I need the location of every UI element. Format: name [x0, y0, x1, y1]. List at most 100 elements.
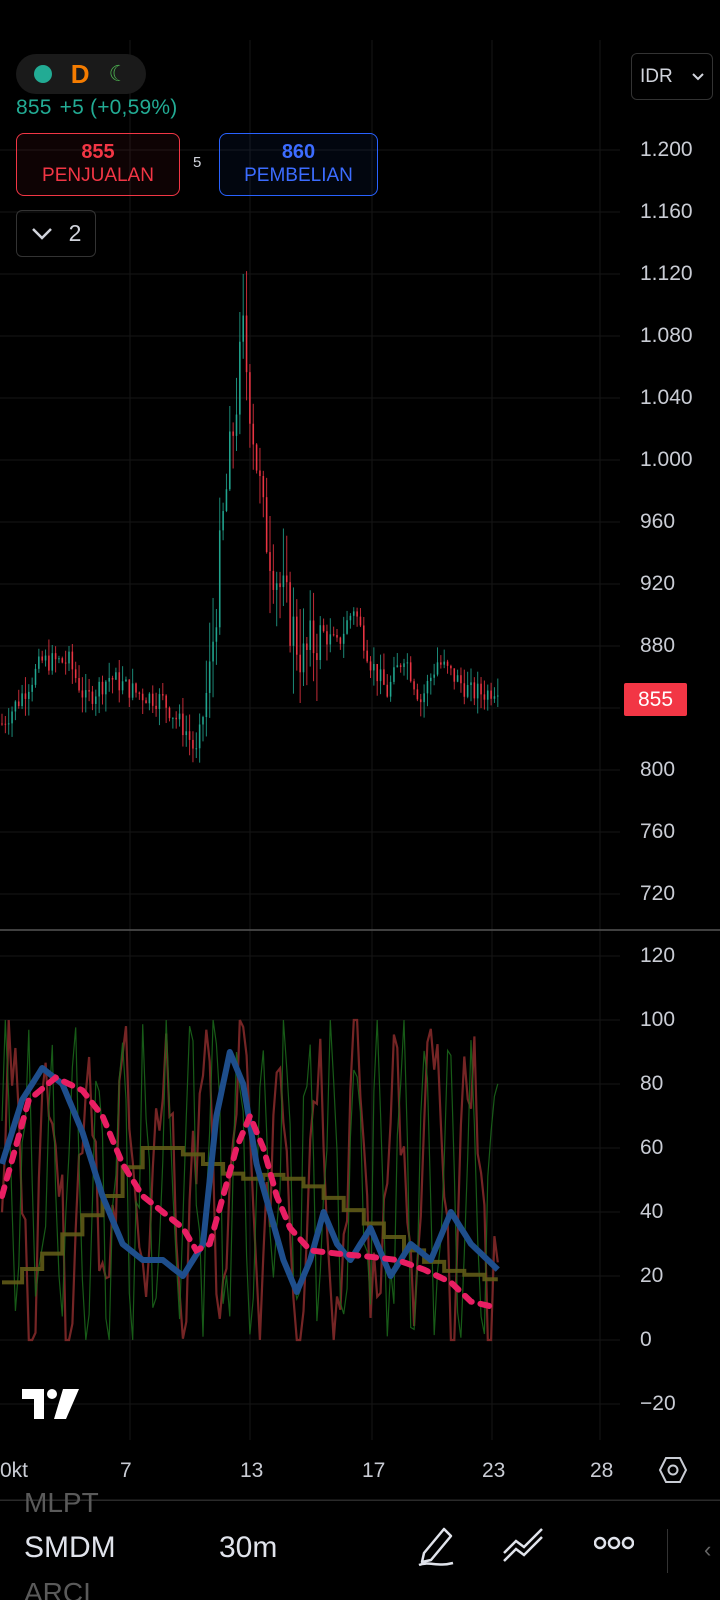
buy-button[interactable]: 860 PEMBELIAN [219, 133, 378, 196]
prev-symbol[interactable]: MLPT [24, 1487, 99, 1518]
candle-body [363, 625, 365, 651]
market-status-pill[interactable]: D ☾ [16, 54, 146, 94]
candle-body [490, 690, 492, 699]
candle-body [319, 625, 322, 661]
candle [24, 677, 27, 716]
candle [352, 607, 355, 625]
candle-body [28, 691, 30, 699]
price-axis-label: 920 [640, 572, 676, 595]
candle [285, 535, 288, 603]
price-axis-label: 800 [640, 758, 676, 781]
candle-body [359, 616, 362, 626]
candle [135, 682, 137, 698]
candle-body [259, 470, 261, 477]
candle-body [473, 682, 476, 699]
bottom-toolbar: MLPT SMDM ARCI 30m ‹ [0, 1487, 720, 1600]
chevron-left-icon[interactable]: ‹ [704, 1537, 712, 1562]
candle-body [279, 583, 281, 588]
candle [316, 633, 318, 701]
candle [51, 644, 54, 675]
candle [34, 663, 37, 688]
more-options-icon[interactable] [594, 1535, 634, 1551]
time-axis-label: 23 [482, 1459, 506, 1482]
candle [296, 599, 298, 671]
candle-body [342, 633, 345, 644]
candle [192, 731, 194, 763]
candle-body [413, 681, 415, 690]
candle [386, 674, 389, 698]
candle-body [115, 672, 117, 680]
next-symbol[interactable]: ARCI [24, 1577, 91, 1600]
drawing-tools-icon[interactable] [416, 1523, 456, 1567]
tradingview-logo [22, 1389, 79, 1419]
candle [218, 497, 221, 635]
candle-body [453, 668, 456, 682]
candle-body [440, 662, 442, 665]
candle [436, 647, 439, 677]
candle [195, 732, 198, 759]
candle [185, 715, 188, 747]
candle [309, 590, 311, 667]
oscillator-axis-label: 0 [640, 1328, 652, 1351]
candle-body [493, 696, 496, 699]
candle [158, 688, 161, 726]
candle-body [255, 444, 258, 471]
candle-body [483, 694, 486, 700]
candle [393, 656, 395, 685]
candle-body [336, 635, 338, 638]
candle [396, 653, 399, 668]
indicators-toggle-button[interactable]: 2 [16, 210, 96, 257]
candle [473, 677, 476, 706]
candle-body [4, 723, 7, 725]
candle-body [446, 661, 449, 666]
candle [476, 671, 479, 714]
candle [399, 663, 402, 673]
candle [289, 571, 291, 653]
price-axis-label: 1.000 [640, 448, 693, 471]
candle-body [158, 694, 161, 709]
currency-select[interactable]: IDR [631, 53, 713, 100]
settings-icon[interactable] [658, 1455, 688, 1485]
indicators-icon[interactable] [502, 1523, 546, 1563]
candle [312, 592, 315, 682]
candle [38, 648, 40, 673]
candle-body [17, 701, 20, 706]
candle-body [212, 641, 214, 662]
candle [409, 656, 412, 683]
candle-body [386, 684, 389, 697]
candle-body [486, 690, 489, 700]
price-chart[interactable] [0, 0, 720, 1500]
candle-body [329, 634, 332, 645]
candle-body [322, 625, 325, 632]
candle [336, 629, 338, 642]
candle-body [48, 655, 50, 671]
candle-body [326, 631, 328, 645]
oscillator-axis-label: 100 [640, 1008, 676, 1031]
candle-body [242, 315, 244, 342]
candle [4, 716, 7, 734]
sell-label: PENJUALAN [42, 165, 154, 186]
candle [239, 312, 241, 435]
candle [299, 609, 301, 704]
candle-body [393, 667, 395, 682]
candle-body [172, 717, 174, 719]
interval-selector[interactable]: 30m [219, 1531, 278, 1564]
candle-body [192, 739, 194, 749]
candle [366, 639, 368, 664]
candle [389, 675, 392, 702]
candle-body [74, 669, 77, 679]
candle [118, 660, 121, 703]
candle [329, 618, 332, 653]
candle-body [205, 692, 208, 718]
symbol-selector[interactable]: SMDM [24, 1531, 116, 1564]
candle-body [41, 656, 43, 661]
candle-body [383, 669, 385, 685]
candle [168, 706, 171, 722]
candle [419, 693, 422, 717]
candle-body [466, 685, 469, 697]
sell-button[interactable]: 855 PENJUALAN [16, 133, 180, 196]
candle-body [399, 665, 402, 668]
candle-body [265, 497, 268, 553]
candle [155, 692, 157, 717]
candle-body [403, 663, 405, 668]
